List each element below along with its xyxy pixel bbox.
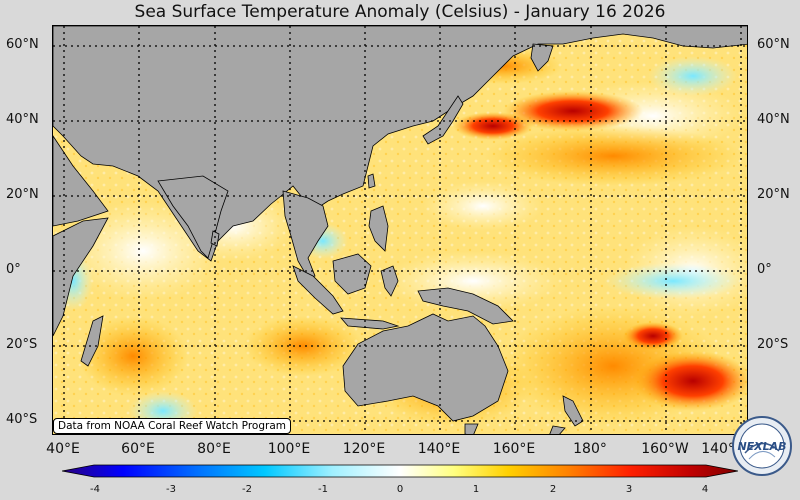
colorbar-tick: 2 [549, 484, 557, 495]
land-tasmania [464, 423, 479, 434]
land-new-guinea [417, 287, 514, 325]
warm-anomaly-area [483, 126, 743, 186]
colorbar-tick: -4 [90, 484, 100, 495]
lon-label-140e: 140°E [417, 441, 461, 457]
sst-anomaly-map [52, 25, 748, 435]
land-arabia [53, 135, 109, 227]
lat-label-0: 0° [6, 262, 21, 277]
pale-anomaly-area [423, 181, 543, 231]
hot-anomaly-area [453, 112, 533, 140]
hot-anomaly-area [623, 322, 683, 350]
colorbar-tick: 4 [701, 484, 709, 495]
data-credit: Data from NOAA Coral Reef Watch Program [53, 418, 291, 434]
land-sumatra [292, 265, 344, 315]
colorbar-tick: 0 [396, 484, 404, 495]
land-southeast-asia [282, 190, 329, 279]
lon-label-180: 180° [573, 441, 607, 457]
colorbar-gradient [61, 464, 739, 478]
land-sri-lanka [210, 230, 220, 247]
cool-anomaly-area [648, 56, 738, 96]
lat-label-right-0: 0° [757, 262, 772, 277]
land-philippines [368, 205, 389, 252]
lon-label-160w: 160°W [641, 441, 689, 457]
land-sulawesi [380, 265, 399, 297]
lat-label-right-20n: 20°N [757, 187, 790, 202]
colorbar-tick: 1 [472, 484, 480, 495]
map-canvas [53, 26, 747, 434]
lat-label-60n: 60°N [6, 37, 39, 52]
nexlab-logo-text: NEXLAB [737, 440, 786, 453]
lon-label-60e: 60°E [121, 441, 155, 457]
cool-anomaly-area [603, 263, 743, 299]
lat-label-right-40n: 40°N [757, 112, 790, 127]
land-madagascar [80, 315, 104, 367]
colorbar-svg [61, 464, 739, 478]
hot-anomaly-area [633, 351, 747, 411]
land-new-zealand [549, 395, 584, 434]
lon-label-120e: 120°E [342, 441, 386, 457]
land-borneo [332, 253, 372, 295]
lon-label-160e: 160°E [492, 441, 536, 457]
colorbar [61, 463, 739, 482]
lat-label-40n: 40°N [6, 112, 39, 127]
lat-label-20s: 20°S [6, 337, 38, 352]
land-africa [53, 217, 109, 337]
land-eurasia [53, 26, 747, 262]
lat-label-right-20s: 20°S [757, 337, 789, 352]
land-masses [53, 26, 747, 434]
lon-label-100e: 100°E [267, 441, 311, 457]
warm-anomaly-area [243, 316, 363, 376]
lon-label-40e: 40°E [46, 441, 80, 457]
lat-label-20n: 20°N [6, 187, 39, 202]
land-kamchatka [530, 43, 554, 72]
colorbar-tick: -3 [166, 484, 176, 495]
colorbar-tick: 3 [625, 484, 633, 495]
lon-label-80e: 80°E [197, 441, 231, 457]
colorbar-tick: -1 [318, 484, 328, 495]
land-australia [342, 313, 509, 422]
colorbar-tick: -2 [242, 484, 252, 495]
land-japan [422, 95, 464, 145]
nexlab-logo-icon: NEXLAB [732, 416, 792, 476]
nexlab-logo: NEXLAB [731, 415, 793, 477]
land-java [340, 317, 400, 330]
hot-anomaly-area [503, 91, 643, 131]
lat-label-right-60n: 60°N [757, 37, 790, 52]
warm-anomaly-area [78, 316, 188, 396]
lat-label-40s: 40°S [6, 412, 38, 427]
map-title: Sea Surface Temperature Anomaly (Celsius… [134, 2, 666, 22]
graticule [53, 26, 747, 434]
land-taiwan [367, 173, 376, 189]
